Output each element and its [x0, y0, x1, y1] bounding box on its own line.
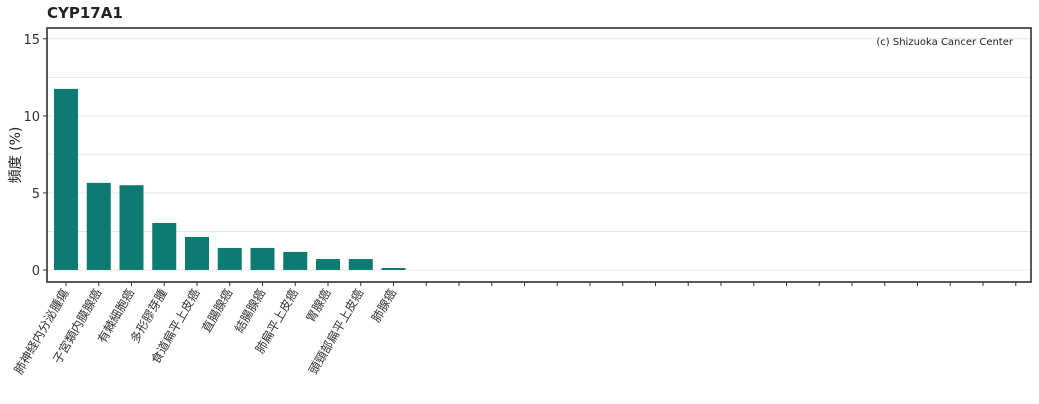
y-tick-label: 5	[32, 187, 40, 202]
y-tick-label: 10	[23, 110, 40, 125]
y-tick-label: 15	[23, 33, 40, 48]
copyright-annotation: (c) Shizuoka Cancer Center	[876, 37, 1014, 48]
y-axis-label: 頻度 (%)	[8, 127, 24, 184]
bar	[316, 259, 340, 270]
bar	[381, 267, 406, 270]
bar	[119, 185, 144, 270]
x-tick-label: 胃腺癌	[303, 286, 334, 325]
bar	[348, 259, 373, 270]
bar	[283, 251, 308, 270]
bar	[185, 236, 209, 270]
bar	[250, 247, 275, 270]
bar	[152, 222, 177, 270]
bar	[217, 247, 242, 270]
x-tick-label: 肺腺癌	[368, 286, 399, 325]
x-tick-label: 直腸腺癌	[198, 286, 235, 335]
chart-title: CYP17A1	[47, 4, 123, 22]
y-tick-label: 0	[32, 264, 40, 279]
x-tick-label: 結腸腺癌	[231, 286, 268, 335]
bar	[54, 88, 78, 270]
bar	[86, 182, 111, 270]
plot-frame	[46, 27, 1032, 283]
